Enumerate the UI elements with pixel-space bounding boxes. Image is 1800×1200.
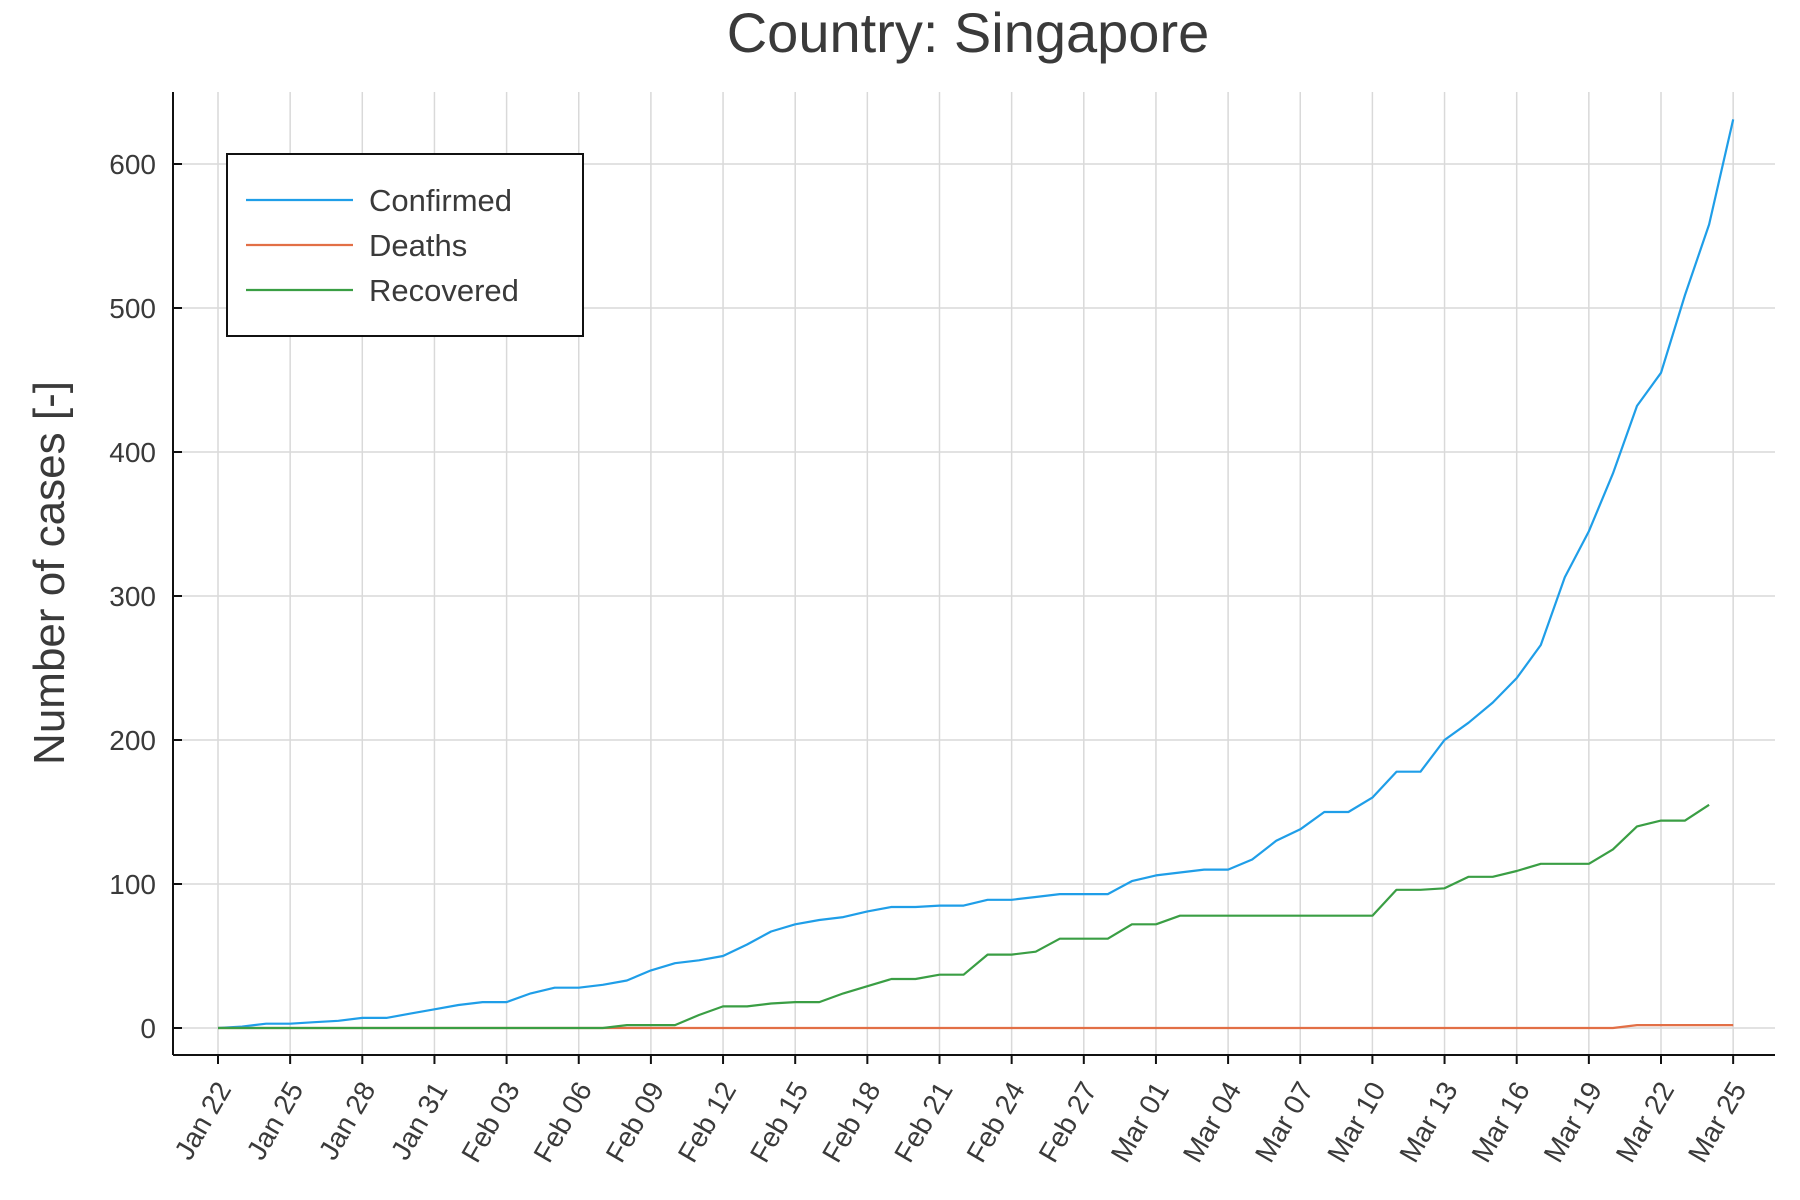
x-tick-label: Mar 16: [1465, 1077, 1535, 1168]
y-tick-label: 500: [109, 293, 156, 324]
x-tick-label: Feb 27: [1033, 1077, 1103, 1168]
x-tick-label: Jan 31: [385, 1077, 454, 1165]
x-tick-label: Feb 09: [600, 1077, 670, 1168]
x-tick-label: Feb 18: [816, 1077, 886, 1168]
y-tick-label: 100: [109, 869, 156, 900]
x-tick-label: Mar 19: [1538, 1077, 1608, 1168]
x-tick-label: Feb 03: [455, 1077, 525, 1168]
legend: Confirmed Deaths Recovered: [226, 153, 584, 337]
chart-title: Country: Singapore: [727, 1, 1210, 64]
x-tick-label: Mar 13: [1393, 1077, 1463, 1168]
x-tick-label: Jan 25: [240, 1077, 309, 1165]
x-tick-label: Feb 12: [672, 1077, 742, 1168]
legend-label-deaths: Deaths: [369, 228, 467, 263]
y-axis-label: Number of cases [-]: [25, 381, 74, 765]
x-tick-label: Jan 28: [313, 1077, 382, 1165]
y-tick-label: 600: [109, 149, 156, 180]
axes-layer: [172, 92, 1775, 1064]
y-tick-label: 300: [109, 581, 156, 612]
x-tick-label: Jan 22: [168, 1077, 237, 1165]
x-tick-label: Mar 10: [1321, 1077, 1391, 1168]
x-tick-label: Mar 22: [1610, 1077, 1680, 1168]
x-tick-label: Feb 21: [888, 1077, 958, 1168]
y-tick-label: 400: [109, 437, 156, 468]
x-tick-label: Feb 15: [744, 1077, 814, 1168]
x-tick-label: Feb 06: [528, 1077, 598, 1168]
series-layer: [217, 119, 1735, 1030]
x-tick-label: Feb 24: [960, 1077, 1030, 1168]
series-line-recovered: [218, 803, 1710, 1030]
series-line-confirmed: [217, 119, 1735, 1030]
x-tick-label: Mar 04: [1177, 1077, 1247, 1168]
y-tick-label: 200: [109, 725, 156, 756]
x-tick-label: Mar 01: [1105, 1077, 1175, 1168]
legend-label-recovered: Recovered: [369, 273, 519, 308]
y-tick-label: 0: [140, 1013, 156, 1044]
x-tick-label: Mar 07: [1249, 1077, 1319, 1168]
x-tick-label: Mar 25: [1682, 1077, 1752, 1168]
legend-label-confirmed: Confirmed: [369, 183, 512, 218]
